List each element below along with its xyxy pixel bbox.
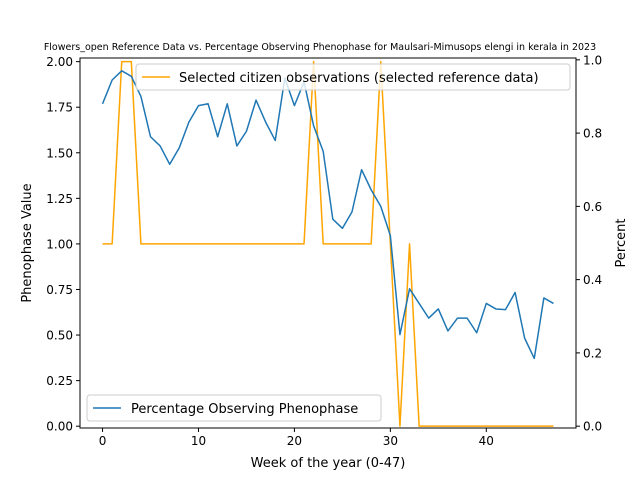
left-y-tick-label: 1.00 <box>46 237 73 251</box>
x-axis-ticks: 0 10 20 30 40 <box>99 428 494 448</box>
series-line-0 <box>102 60 554 427</box>
left-y-tick-label: 0.50 <box>46 329 73 343</box>
series-layer <box>101 60 554 427</box>
right-y-tick-label: 1.0 <box>583 53 602 67</box>
right-y-tick-label: 0.8 <box>583 127 602 141</box>
left-y-tick-label: 2.00 <box>46 55 73 69</box>
left-y-tick-label: 1.75 <box>46 101 73 115</box>
chart-title: Flowers_open Reference Data vs. Percenta… <box>44 42 596 53</box>
plot-frame <box>79 57 577 429</box>
left-y-axis-ticks: 0.00 0.25 0.50 0.75 1.00 1.25 1.50 1.75 2.00 <box>46 55 80 434</box>
legend-top-right: Selected citizen observations (selected … <box>135 63 571 91</box>
right-y-axis-ticks: 0.0 0.2 0.4 0.6 0.8 1.0 <box>576 53 602 434</box>
series-line-1 <box>101 70 554 360</box>
left-y-tick-label: 0.00 <box>46 420 73 434</box>
x-tick-label: 20 <box>287 434 302 448</box>
x-tick-label: 0 <box>99 434 107 448</box>
left-y-tick-label: 1.25 <box>46 192 73 206</box>
left-y-tick-label: 0.75 <box>46 283 73 297</box>
x-axis-label: Week of the year (0-47) <box>251 456 406 471</box>
legend-bottom-left: Percentage Observing Phenophase <box>86 394 382 422</box>
x-tick-label: 40 <box>479 434 494 448</box>
legend-box <box>86 394 382 422</box>
x-tick-label: 30 <box>383 434 398 448</box>
right-y-tick-label: 0.6 <box>583 200 602 214</box>
right-y-tick-label: 0.2 <box>583 346 602 360</box>
legend-label-reference: Selected citizen observations (selected … <box>179 71 539 86</box>
legend-box <box>135 63 571 91</box>
left-y-tick-label: 1.50 <box>46 146 73 160</box>
left-y-tick-label: 0.25 <box>46 374 73 388</box>
right-y-tick-label: 0.0 <box>583 420 602 434</box>
legend-label-percentage: Percentage Observing Phenophase <box>131 402 358 417</box>
left-y-axis-label: Phenophase Value <box>20 183 35 302</box>
right-y-tick-label: 0.4 <box>583 273 602 287</box>
right-y-axis-label: Percent <box>614 219 629 268</box>
x-tick-label: 10 <box>191 434 206 448</box>
